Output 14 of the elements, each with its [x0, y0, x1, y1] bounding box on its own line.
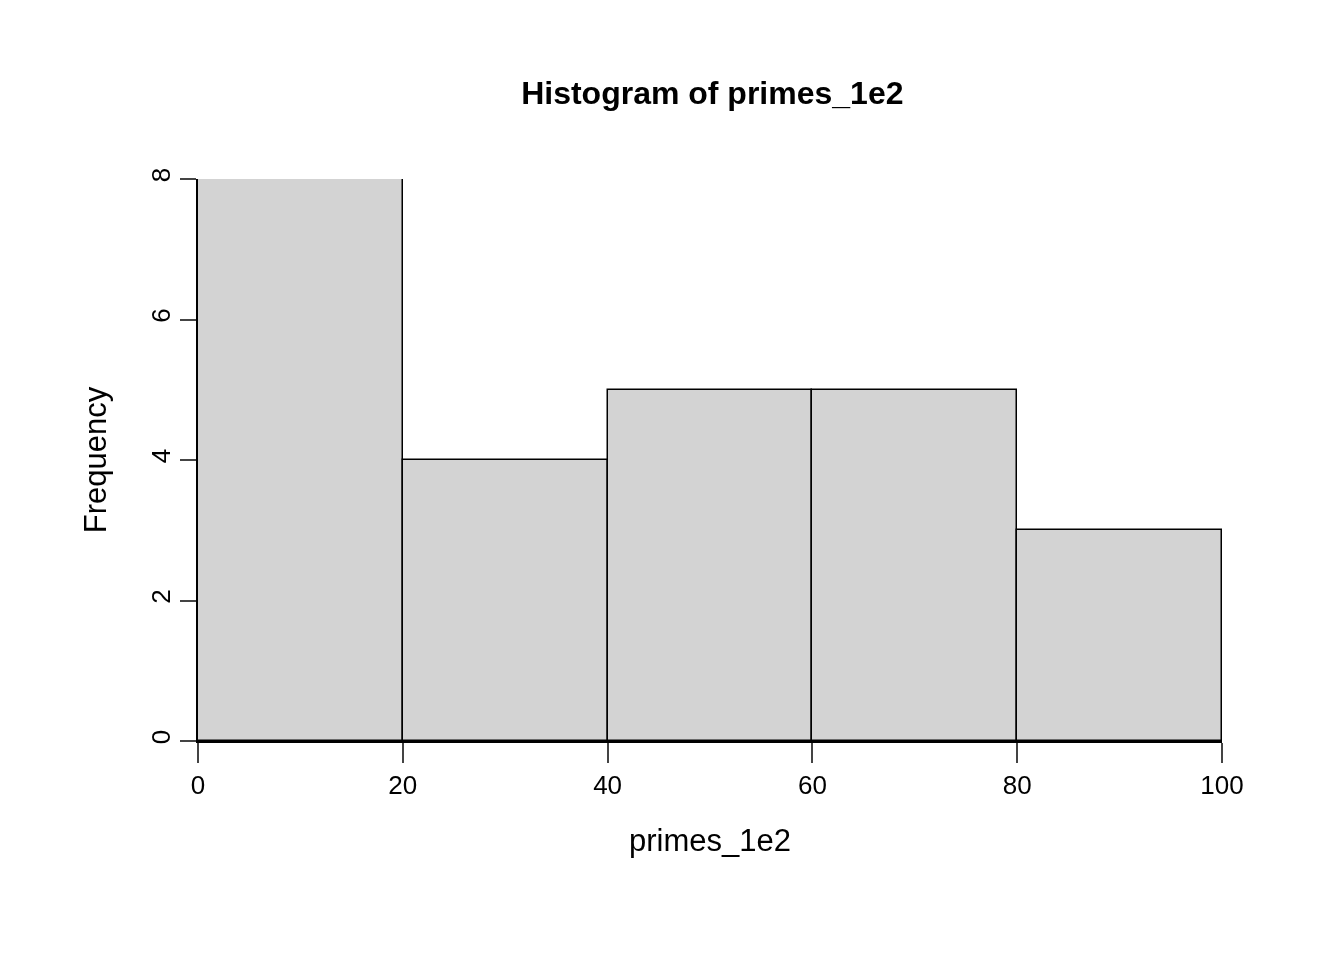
y-tick-label: 2	[145, 589, 176, 604]
x-axis-title: primes_1e2	[629, 822, 791, 858]
x-tick-label: 60	[797, 769, 827, 800]
x-tick-label: 0	[190, 769, 206, 800]
x-tick-label: 80	[1002, 769, 1032, 800]
x-tick-label: 100	[1200, 769, 1244, 800]
y-tick-label: 4	[145, 448, 176, 464]
y-axis-title: Frequency	[78, 386, 113, 534]
y-tick-label: 8	[145, 167, 176, 183]
y-tick-label: 0	[145, 729, 176, 745]
x-tick-label: 20	[388, 769, 418, 800]
x-tick-label: 40	[593, 769, 623, 800]
chart-title: Histogram of primes_1e2	[521, 75, 904, 111]
y-tick-label: 6	[145, 308, 176, 323]
